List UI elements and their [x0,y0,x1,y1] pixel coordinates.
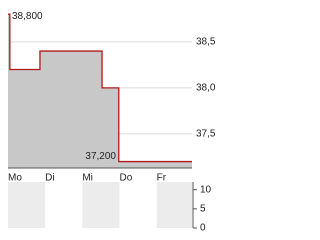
y-tick-label: 0 [200,223,206,232]
y-tick-label: 38,0 [196,83,216,94]
day-band [8,182,46,228]
x-tick-label: Di [45,173,54,184]
y-tick-label: 38,5 [196,36,216,47]
x-tick-label: Mo [8,173,22,184]
day-band [156,182,192,228]
x-tick-label: Fr [157,173,167,184]
y-tick-label: 10 [200,184,212,195]
x-tick-label: Do [120,173,133,184]
y-tick-label: 37,5 [196,129,216,140]
low-label: 37,200 [85,151,116,162]
price-line [8,13,192,163]
high-label: 38,800 [12,11,43,22]
x-tick-label: Mi [82,173,93,184]
y-tick-label: 5 [200,203,206,214]
area [8,14,192,168]
chart: 37,5 38,0 38,5 Mo Di Mi Do Fr 38,800 37,200 0 5 10 [8,11,216,232]
day-band [82,182,120,228]
